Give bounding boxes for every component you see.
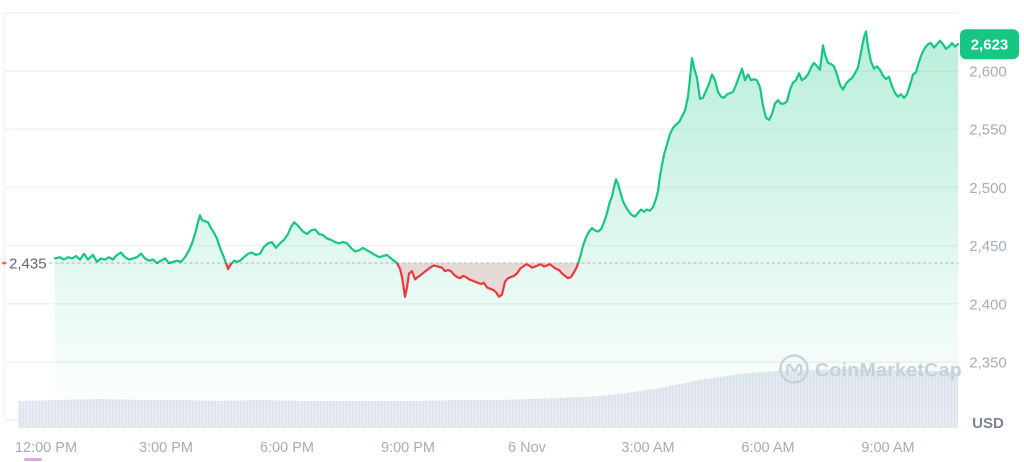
y-axis-tick-label: 2,450 xyxy=(969,238,1007,255)
y-axis-labels: USD 2,600 2,550 2,500 2,450 2,400 2,350 xyxy=(969,64,1007,433)
down-area-fill xyxy=(397,263,579,297)
watermark-text: CoinMarketCap xyxy=(815,360,962,382)
current-price-badge-bg xyxy=(960,29,1019,60)
x-axis-labels: 12:00 PM 3:00 PM 6:00 PM 9:00 PM 6 Nov 3:00 A… xyxy=(15,440,915,456)
y-axis-tick-label: 2,500 xyxy=(969,180,1007,197)
open-price-tick xyxy=(2,261,7,265)
coinmarketcap-watermark: CoinMarketCap xyxy=(779,354,962,384)
y-axis-tick-label: 2,600 xyxy=(969,64,1007,81)
y-axis-tick-label: 2,400 xyxy=(969,296,1007,313)
coinmarketcap-logo-icon xyxy=(779,354,809,384)
y-axis-tick-label: 2,550 xyxy=(969,122,1007,139)
price-line xyxy=(53,30,960,298)
x-axis-tick-label: 6:00 PM xyxy=(260,440,314,456)
x-axis-tick-label: 12:00 PM xyxy=(15,440,77,456)
price-line-up xyxy=(53,30,960,264)
x-axis-tick-label: 9:00 AM xyxy=(861,440,914,456)
x-axis-tick-label: 3:00 PM xyxy=(139,440,193,456)
current-price-badge: 2,623 xyxy=(960,29,1019,60)
x-axis-tick-label: 9:00 PM xyxy=(381,440,435,456)
x-axis-tick-label: 6:00 AM xyxy=(741,440,794,456)
coinmarketcap-m-glyph xyxy=(786,363,803,377)
current-price-value: 2,623 xyxy=(971,37,1009,54)
baseline-group: 2,435 xyxy=(2,256,959,273)
y-axis-unit-label: USD xyxy=(972,415,1004,432)
up-area-fill xyxy=(55,31,958,421)
x-axis-tick-label: 3:00 AM xyxy=(621,440,674,456)
x-label-highlight xyxy=(24,458,42,461)
price-line-down xyxy=(155,263,580,298)
baseline-price-label: 2,435 xyxy=(9,256,47,273)
x-axis-tick-label: 6 Nov xyxy=(508,440,547,456)
y-axis-tick-label: 2,350 xyxy=(969,355,1007,372)
